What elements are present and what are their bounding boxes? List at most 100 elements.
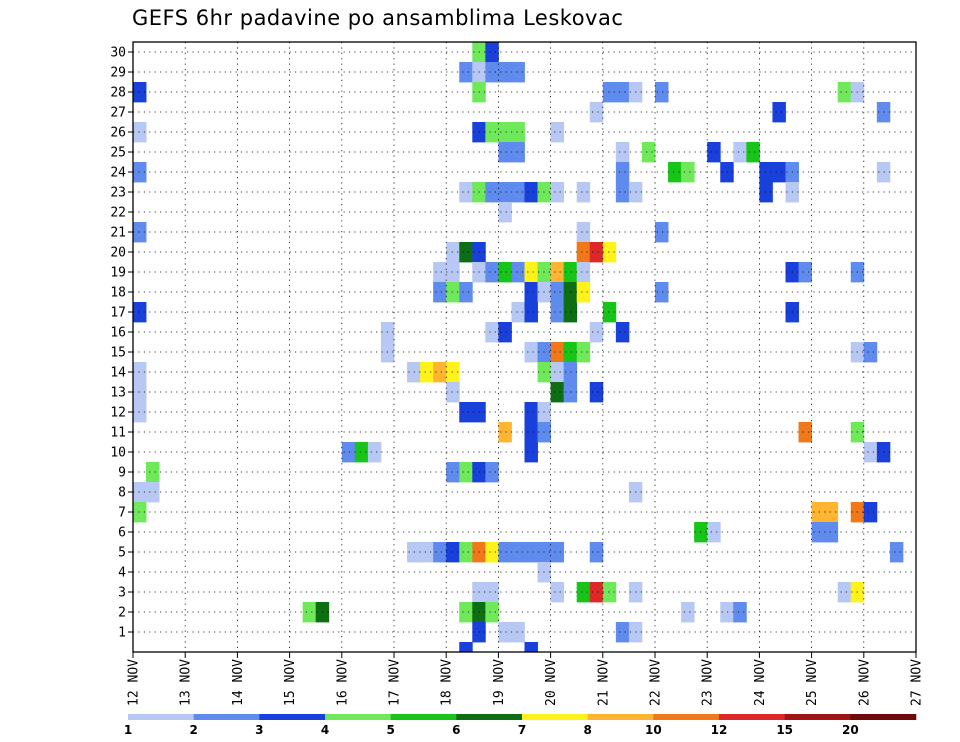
precip-cell xyxy=(615,622,630,643)
precip-cell xyxy=(446,382,460,403)
x-tick-label: 17 NOV xyxy=(388,659,403,706)
precip-cell xyxy=(681,602,695,623)
precip-cell xyxy=(655,282,669,303)
precip-cell xyxy=(511,62,525,83)
precip-cell xyxy=(863,502,878,523)
x-tick-label: 12 NOV xyxy=(127,659,142,706)
precip-cell xyxy=(550,282,565,303)
y-tick-label: 9 xyxy=(118,466,126,481)
precip-cell xyxy=(446,282,460,303)
precip-cell xyxy=(459,182,473,203)
precip-cell xyxy=(498,182,512,203)
precip-cell xyxy=(772,102,786,123)
precip-cell xyxy=(602,302,617,323)
color-legend: 1 2 3 4 5 6 7 8 10 12 15 20 xyxy=(124,714,917,737)
precip-cell xyxy=(433,282,447,303)
precip-cell xyxy=(811,502,826,523)
precip-cell xyxy=(576,222,591,243)
y-tick-label: 20 xyxy=(110,246,126,261)
x-tick-label: 27 NOV xyxy=(910,659,925,706)
y-tick-label: 17 xyxy=(110,306,126,321)
precip-cell xyxy=(563,342,578,363)
cells-layer xyxy=(133,42,904,653)
y-tick-label: 26 xyxy=(110,126,126,141)
precip-cell xyxy=(433,362,447,383)
precip-cell xyxy=(524,302,538,323)
precip-cell xyxy=(446,462,460,483)
precip-cell xyxy=(576,242,591,263)
precip-cell xyxy=(576,582,591,603)
precip-cell xyxy=(576,182,591,203)
precip-cell xyxy=(524,542,538,563)
precip-cell xyxy=(485,122,499,143)
y-tick-label: 2 xyxy=(118,606,126,621)
precip-cell xyxy=(459,462,473,483)
precip-cell xyxy=(459,602,473,623)
precip-cell xyxy=(446,242,460,263)
legend-label: 3 xyxy=(255,723,263,737)
precip-cell xyxy=(511,122,525,143)
precip-cell xyxy=(511,182,525,203)
precip-cell xyxy=(824,522,839,543)
y-tick-label: 21 xyxy=(110,226,126,241)
x-tick-label: 22 NOV xyxy=(649,659,664,706)
precip-cell xyxy=(133,82,147,103)
y-tick-label: 18 xyxy=(110,286,126,301)
precip-cell xyxy=(863,442,878,463)
legend-label: 1 xyxy=(124,723,132,737)
y-tick-label: 27 xyxy=(110,106,126,121)
y-tick-label: 10 xyxy=(110,446,126,461)
precip-cell xyxy=(837,82,852,103)
x-tick-label: 21 NOV xyxy=(596,659,611,706)
precip-cell xyxy=(550,122,565,143)
precip-cell xyxy=(524,422,538,443)
precip-cell xyxy=(524,402,538,423)
precip-cell xyxy=(133,402,147,423)
legend-swatch xyxy=(193,714,260,720)
precip-cell xyxy=(589,382,604,403)
x-tick-label: 26 NOV xyxy=(857,659,872,706)
y-tick-label: 6 xyxy=(118,526,126,541)
precip-cell xyxy=(589,102,604,123)
precip-cell xyxy=(524,342,538,363)
precip-cell xyxy=(446,542,460,563)
precip-cell xyxy=(563,382,578,403)
precip-cell xyxy=(354,442,369,463)
legend-swatch xyxy=(325,714,391,720)
x-tick-label: 19 NOV xyxy=(492,659,507,706)
precip-cell xyxy=(459,242,473,263)
legend-label: 15 xyxy=(776,723,793,737)
precip-cell xyxy=(485,602,499,623)
precip-cell xyxy=(524,262,538,283)
legend-label: 6 xyxy=(452,723,460,737)
precip-cell xyxy=(563,302,578,323)
precip-cell xyxy=(524,282,538,303)
precip-cell xyxy=(367,442,382,463)
y-tick-label: 25 xyxy=(110,146,126,161)
x-tick-label: 20 NOV xyxy=(544,659,559,706)
y-tick-label: 23 xyxy=(110,186,126,201)
precip-cell xyxy=(146,482,160,503)
precip-cell xyxy=(133,302,147,323)
precip-cell xyxy=(420,542,434,563)
y-tick-label: 22 xyxy=(110,206,126,221)
legend-label: 8 xyxy=(583,723,591,737)
legend-swatch xyxy=(587,714,654,720)
x-tick-label: 16 NOV xyxy=(335,659,350,706)
precip-cell xyxy=(524,182,538,203)
y-tick-label: 28 xyxy=(110,86,126,101)
precip-cell xyxy=(498,622,512,643)
precip-cell xyxy=(589,582,604,603)
y-tick-label: 13 xyxy=(110,386,126,401)
precip-cell xyxy=(485,42,499,63)
precip-cell xyxy=(550,302,565,323)
precip-cell xyxy=(133,382,147,403)
precip-cell xyxy=(511,622,525,643)
precip-cell xyxy=(655,82,669,103)
precip-cell xyxy=(615,182,630,203)
precip-cell xyxy=(720,162,734,183)
y-tick-label: 15 xyxy=(110,346,126,361)
precip-cell xyxy=(498,542,512,563)
legend-swatch xyxy=(456,714,523,720)
precip-cell xyxy=(550,542,565,563)
